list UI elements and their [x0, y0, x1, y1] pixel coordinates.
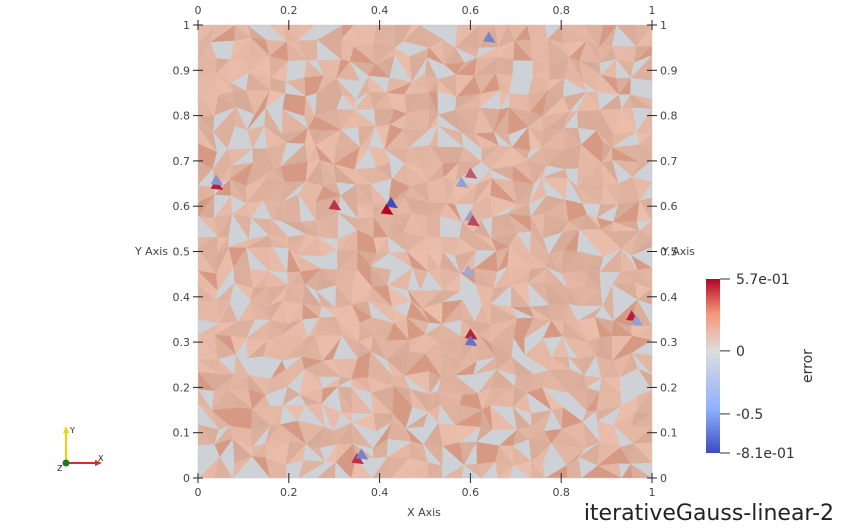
mesh-cell: [314, 25, 343, 40]
colorbar-labels: 5.7e-01 0 -0.5 -8.1e-01: [720, 272, 795, 462]
mesh-cell: [394, 25, 413, 49]
y-tick-label: 0.4: [173, 291, 191, 304]
orientation-triad: Y X Z: [57, 426, 104, 473]
error-hotspot: [351, 452, 364, 465]
y-tick-label: 0.8: [173, 110, 191, 123]
x-triad-label: X: [98, 454, 104, 463]
x-tick-label: 0.2: [280, 486, 298, 499]
y-tick-label: 0.1: [660, 427, 678, 440]
color-legend: 5.7e-01 0 -0.5 -8.1e-01 error: [706, 272, 816, 462]
y-tick-label: 0.2: [660, 381, 678, 394]
y-tick-label: 1: [183, 19, 190, 32]
y-tick-label: 0.3: [173, 336, 191, 349]
y-arrowhead-icon: [63, 426, 69, 433]
colorbar-tick-label: 0: [736, 344, 745, 360]
x-tick-label: 1: [649, 486, 656, 499]
y-tick-label: 0.9: [173, 64, 191, 77]
y-axis-title-left: Y Axis: [134, 245, 168, 258]
x-tick-label: 0.6: [462, 4, 480, 17]
x-tick-label: 0.4: [371, 486, 389, 499]
mesh-cell: [544, 25, 562, 40]
error-hotspot: [483, 31, 496, 43]
mesh-cell: [403, 25, 421, 42]
error-hotspots: [210, 31, 644, 465]
mesh-cell: [507, 25, 528, 42]
y-tick-label: 0.1: [173, 427, 191, 440]
y-tick-label: 0.9: [660, 64, 678, 77]
x-tick-label: 1: [649, 4, 656, 17]
colorbar: [706, 279, 720, 453]
mesh-cell: [636, 25, 652, 48]
error-hotspot: [467, 215, 480, 227]
colorbar-tick-label: -8.1e-01: [736, 446, 795, 462]
y-tick-label: 0.5: [173, 246, 191, 259]
colorbar-title: error: [800, 349, 816, 383]
triangle-mesh: [198, 25, 652, 478]
chart-title: iterativeGauss-linear-2: [584, 501, 834, 526]
mesh-cell: [210, 25, 236, 43]
mesh-cell: [341, 25, 355, 39]
error-hotspot: [355, 448, 369, 460]
error-hotspot: [464, 167, 478, 179]
mesh-cell: [198, 25, 216, 46]
z-triad-label: Z: [57, 464, 63, 473]
y-axis-title-right: Y Axis: [661, 245, 695, 258]
y-tick-label: 0.4: [660, 291, 678, 304]
x-arrowhead-icon: [95, 460, 102, 466]
y-tick-label: 0.8: [660, 110, 678, 123]
mesh-cell: [455, 25, 479, 48]
y-tick-label: 0.6: [660, 200, 678, 213]
y-tick-label: 0.5: [660, 246, 678, 259]
error-hotspot: [328, 199, 342, 211]
colorbar-tick-label: -0.5: [736, 407, 763, 423]
error-hotspot: [464, 328, 478, 340]
error-hotspot: [210, 174, 224, 186]
y-tick-label: 0: [183, 472, 190, 485]
mesh-cell: [297, 25, 316, 42]
error-hotspot: [464, 335, 478, 347]
error-hotspot: [462, 264, 476, 277]
y-tick-label: 1: [660, 19, 667, 32]
x-tick-label: 0.8: [552, 4, 570, 17]
z-direction-dot: [62, 459, 70, 467]
x-tick-label: 0.4: [371, 4, 389, 17]
x-tick-label: 0.8: [552, 486, 570, 499]
error-hotspot: [385, 196, 398, 209]
error-hotspot: [455, 176, 469, 188]
mesh-cell: [373, 25, 396, 44]
y-tick-label: 0.3: [660, 336, 678, 349]
mesh-cell: [599, 25, 617, 48]
error-hotspot: [630, 314, 644, 326]
y-tick-label: 0.7: [173, 155, 191, 168]
y-tick-label: 0.7: [660, 155, 678, 168]
mesh-cell: [494, 25, 508, 48]
x-tick-label: 0: [195, 4, 202, 17]
y-triad-label: Y: [69, 426, 75, 435]
x-tick-label: 0: [195, 486, 202, 499]
y-tick-label: 0.6: [173, 200, 191, 213]
x-tick-label: 0.2: [280, 4, 298, 17]
colorbar-tick-label: 5.7e-01: [736, 272, 790, 288]
error-hotspot: [380, 203, 394, 215]
mesh-cell: [353, 25, 377, 47]
y-tick-label: 0.2: [173, 381, 191, 394]
x-tick-label: 0.6: [462, 486, 480, 499]
y-tick-label: 0: [660, 472, 667, 485]
x-axis-title: X Axis: [407, 506, 441, 519]
